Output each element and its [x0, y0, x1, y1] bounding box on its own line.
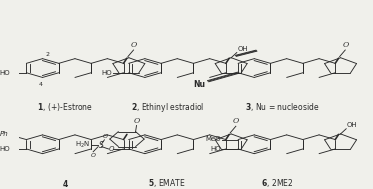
Text: O: O [342, 41, 349, 49]
Text: MeO: MeO [206, 136, 221, 142]
Text: O: O [134, 117, 140, 125]
Text: O: O [109, 146, 115, 152]
Text: O: O [233, 117, 239, 125]
Text: Ph: Ph [0, 131, 9, 137]
Text: O: O [90, 153, 95, 158]
Text: O: O [102, 134, 107, 139]
Text: $\mathbf{3}$, Nu = nucleoside: $\mathbf{3}$, Nu = nucleoside [245, 101, 320, 113]
Text: OH: OH [237, 46, 248, 52]
Text: S: S [99, 141, 104, 150]
Text: $\mathbf{6}$, 2ME2: $\mathbf{6}$, 2ME2 [260, 177, 293, 189]
Text: 4: 4 [39, 82, 43, 87]
Text: HO: HO [101, 70, 112, 76]
Text: H$_2$N: H$_2$N [75, 140, 90, 150]
Text: OH: OH [347, 122, 357, 128]
Text: O: O [131, 41, 137, 49]
Text: $\mathbf{1}$, (+)-Estrone: $\mathbf{1}$, (+)-Estrone [37, 101, 93, 113]
Text: $\mathbf{2}$, Ethinyl estradiol: $\mathbf{2}$, Ethinyl estradiol [131, 101, 204, 114]
Text: HO: HO [0, 70, 10, 76]
Text: $\mathbf{5}$, EMATE: $\mathbf{5}$, EMATE [148, 177, 186, 189]
Text: Nu: Nu [193, 80, 206, 88]
Text: 2: 2 [46, 52, 49, 57]
Text: HO: HO [0, 146, 10, 152]
Text: HO: HO [211, 146, 221, 152]
Text: $\mathbf{4}$: $\mathbf{4}$ [62, 178, 69, 189]
